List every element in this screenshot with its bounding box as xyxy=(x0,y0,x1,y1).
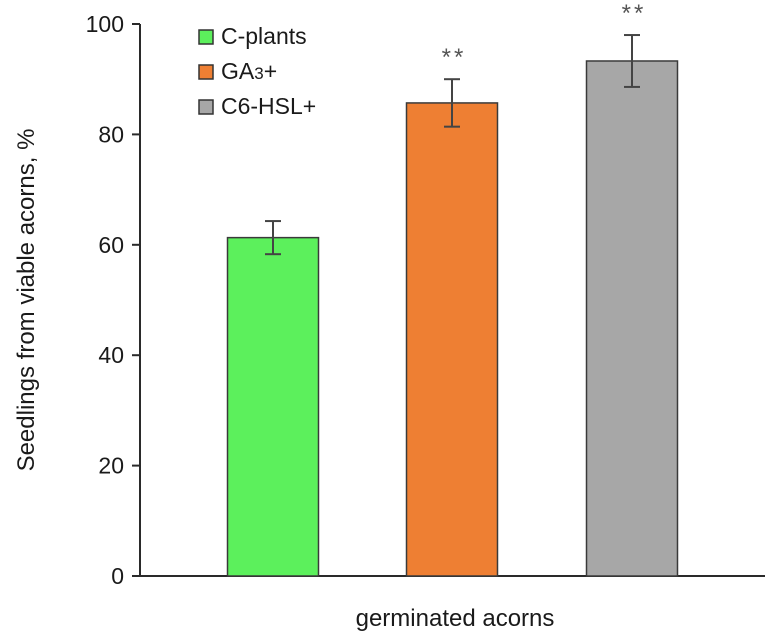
y-tick-label: 20 xyxy=(98,453,124,479)
y-tick-label: 0 xyxy=(111,563,124,589)
bar-ga3-: ** xyxy=(405,44,499,577)
legend-label: C6-HSL+ xyxy=(221,93,316,119)
bar-rect xyxy=(405,102,499,577)
legend-label: C-plants xyxy=(221,23,307,49)
bar-rect xyxy=(585,60,679,577)
legend-item: C6-HSL+ xyxy=(198,93,316,119)
significance-label: ** xyxy=(622,0,647,27)
legend: C-plants GA3+ C6-HSL+ xyxy=(198,23,316,119)
y-axis: 0 20 40 60 80 100 xyxy=(86,11,141,589)
legend-swatch xyxy=(198,64,214,80)
legend-swatch xyxy=(198,99,214,115)
x-axis-title: germinated acorns xyxy=(356,605,555,632)
y-tick-label: 80 xyxy=(98,121,124,147)
y-tick-label: 40 xyxy=(98,342,124,368)
y-tick-label: 60 xyxy=(98,232,124,258)
legend-item: GA3+ xyxy=(198,58,277,84)
bars: ** ** xyxy=(226,0,679,577)
legend-label: GA3+ xyxy=(221,58,277,84)
significance-label: ** xyxy=(442,44,467,71)
y-tick-label: 100 xyxy=(86,11,124,37)
legend-swatch xyxy=(198,29,214,45)
y-axis-title: Seedlings from viable acorns, % xyxy=(13,129,40,472)
bar-rect xyxy=(226,236,320,577)
bar-c-plants xyxy=(226,220,320,577)
legend-item: C-plants xyxy=(198,23,307,49)
bar-c6-hsl-: ** xyxy=(585,0,679,577)
